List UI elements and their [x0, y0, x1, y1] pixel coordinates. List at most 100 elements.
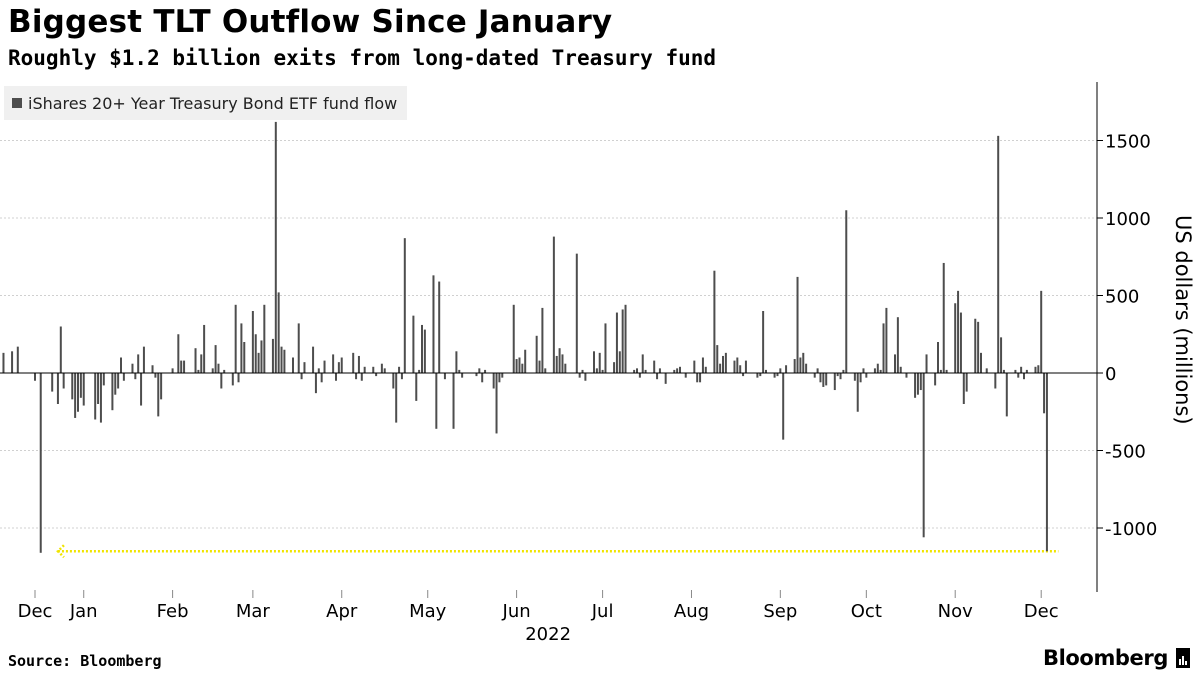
bar	[383, 368, 386, 373]
bar	[415, 373, 418, 401]
bar	[297, 323, 300, 373]
bar	[438, 281, 441, 373]
bar	[524, 349, 527, 373]
bar	[312, 346, 315, 373]
bar	[885, 307, 888, 373]
bar	[985, 368, 988, 373]
bar	[916, 373, 919, 395]
bar	[679, 366, 681, 373]
bar	[997, 135, 1000, 373]
bar	[492, 373, 495, 389]
bar	[154, 373, 157, 378]
bar	[183, 360, 186, 373]
bar	[1040, 290, 1043, 373]
bar	[317, 368, 320, 373]
bar	[498, 373, 501, 383]
bar	[716, 345, 719, 373]
bar	[1020, 366, 1023, 373]
bar	[538, 360, 541, 373]
bar	[200, 354, 203, 373]
bar	[785, 365, 788, 373]
bar	[117, 373, 120, 389]
chart-title: Biggest TLT Outflow Since January	[8, 4, 613, 40]
bar	[701, 357, 704, 373]
bar	[994, 373, 997, 389]
bar	[337, 362, 340, 373]
x-tick-label: Jan	[69, 601, 98, 622]
bar	[94, 373, 97, 420]
y-tick-label: 1000	[1105, 209, 1151, 230]
bar	[945, 369, 948, 373]
bar	[578, 373, 581, 378]
bar	[151, 365, 154, 373]
bar	[1017, 373, 1020, 378]
bar	[392, 373, 395, 389]
bar	[303, 362, 306, 373]
gridlines	[0, 140, 1097, 529]
x-tick-label: Nov	[938, 601, 973, 622]
bar	[484, 369, 487, 373]
bar	[636, 368, 638, 373]
bar	[257, 352, 260, 373]
bar	[231, 373, 234, 386]
y-tick-label: -500	[1105, 442, 1146, 463]
bar	[722, 355, 724, 373]
bar	[203, 324, 206, 373]
y-tick-label: -1000	[1105, 519, 1157, 540]
bar	[644, 369, 647, 373]
bar	[974, 318, 977, 373]
bar	[111, 373, 114, 411]
bar	[1034, 366, 1037, 373]
bar	[776, 373, 779, 377]
bar	[314, 373, 317, 394]
bar	[845, 210, 848, 373]
bar	[240, 323, 243, 373]
bar	[220, 373, 223, 389]
bar	[237, 373, 240, 383]
bar	[552, 236, 555, 373]
bar	[403, 238, 406, 373]
bar	[664, 373, 667, 384]
bar	[598, 352, 601, 373]
bar	[937, 342, 939, 373]
y-tick-label: 1500	[1105, 132, 1151, 153]
bar	[432, 275, 435, 373]
bar	[615, 312, 618, 373]
bar	[97, 373, 100, 404]
bar	[521, 363, 524, 373]
bar	[355, 373, 358, 380]
bar	[1023, 373, 1025, 380]
bar	[658, 368, 661, 373]
y-axis-label: US dollars (millions)	[1171, 215, 1195, 425]
bar	[512, 304, 515, 373]
bar	[131, 363, 134, 373]
highlight-arrowhead	[56, 544, 65, 559]
bar	[134, 373, 137, 380]
bar	[959, 312, 962, 373]
bar	[833, 373, 836, 391]
bar	[980, 352, 982, 373]
bar	[684, 373, 687, 378]
bar	[796, 276, 799, 373]
bar	[1000, 337, 1003, 373]
bar	[352, 352, 355, 373]
bar	[1037, 365, 1040, 373]
bar	[653, 360, 656, 373]
bar	[899, 366, 902, 373]
bar	[51, 373, 54, 392]
bar	[59, 326, 62, 373]
highlight-annotation	[56, 544, 1059, 559]
bar	[656, 373, 659, 380]
bar	[332, 354, 335, 373]
bar	[475, 373, 478, 377]
bar	[673, 369, 676, 373]
bar	[713, 270, 716, 373]
bar	[263, 304, 266, 373]
bar	[277, 292, 280, 373]
bar	[742, 373, 745, 377]
bar	[114, 373, 117, 395]
bar	[859, 373, 862, 383]
bar	[283, 349, 286, 373]
bar	[102, 373, 105, 386]
bar	[856, 373, 859, 412]
